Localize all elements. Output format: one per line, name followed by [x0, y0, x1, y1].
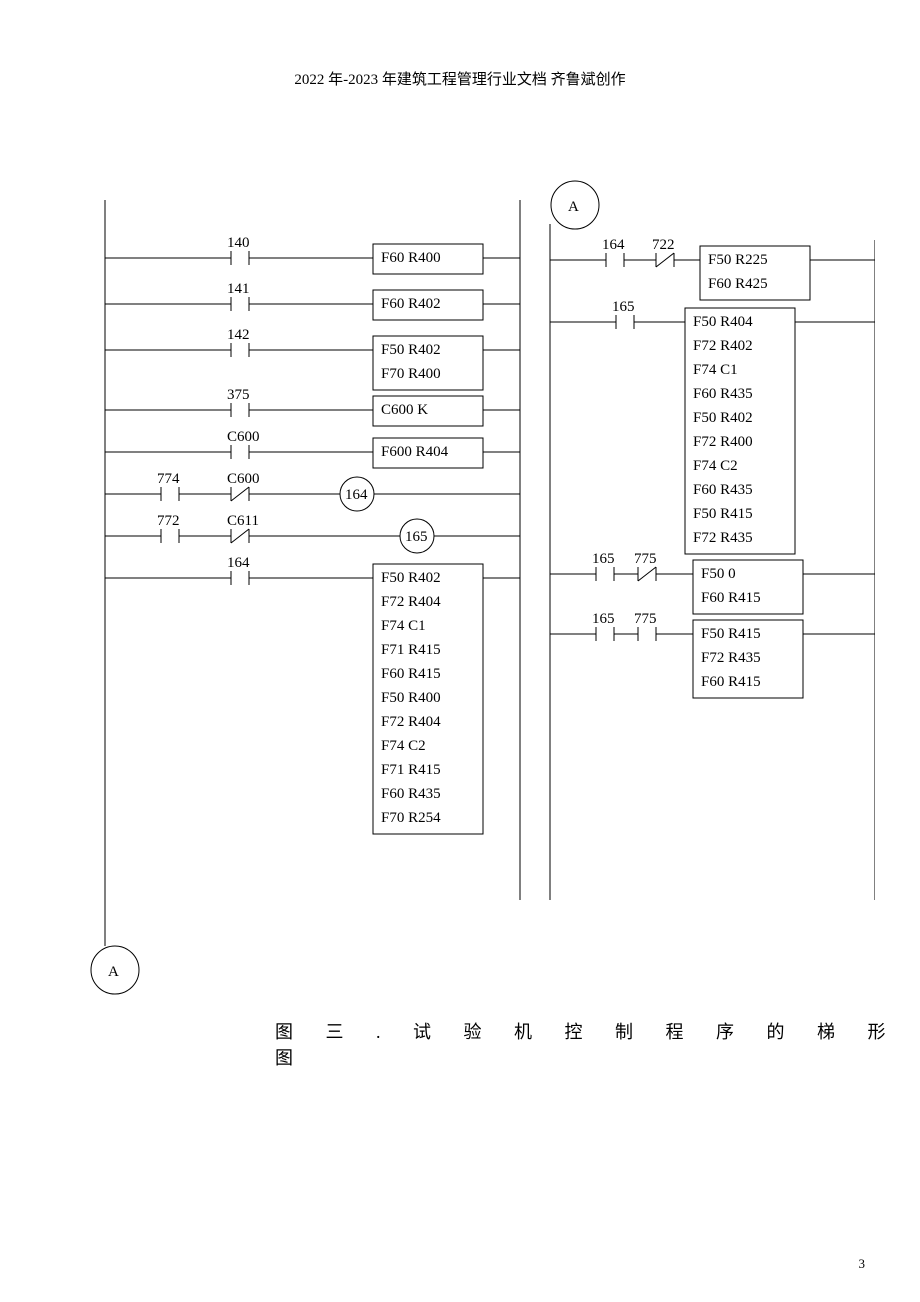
svg-text:F72 R404: F72 R404 [381, 714, 441, 730]
svg-text:164: 164 [602, 237, 625, 253]
svg-text:772: 772 [157, 513, 180, 529]
svg-text:F60 R415: F60 R415 [381, 666, 441, 682]
svg-text:F70 R400: F70 R400 [381, 366, 441, 382]
svg-text:140: 140 [227, 235, 250, 251]
svg-text:F60 R425: F60 R425 [708, 276, 768, 292]
svg-text:F50 R400: F50 R400 [381, 690, 441, 706]
svg-text:F60 R402: F60 R402 [381, 296, 441, 312]
svg-text:F60 R435: F60 R435 [381, 786, 441, 802]
ladder-diagram: 140 F60 R400 141 F60 R402 142 F50 R402 F70 R40… [75, 180, 875, 1010]
svg-text:F70 R254: F70 R254 [381, 810, 441, 826]
svg-text:F600 R404: F600 R404 [381, 444, 449, 460]
svg-text:165: 165 [405, 529, 428, 545]
page-number: 3 [859, 1256, 866, 1272]
svg-text:164: 164 [345, 487, 368, 503]
svg-text:C600: C600 [227, 471, 260, 487]
svg-text:F72 R435: F72 R435 [701, 650, 761, 666]
svg-text:C600: C600 [227, 429, 260, 445]
svg-text:F60 R435: F60 R435 [693, 482, 753, 498]
svg-text:F50 R402: F50 R402 [381, 570, 441, 586]
svg-text:774: 774 [157, 471, 180, 487]
svg-text:F72 R402: F72 R402 [693, 338, 753, 354]
svg-text:F50 R402: F50 R402 [381, 342, 441, 358]
svg-text:F74 C2: F74 C2 [693, 458, 738, 474]
svg-text:F50 R404: F50 R404 [693, 314, 753, 330]
svg-text:775: 775 [634, 551, 657, 567]
svg-text:775: 775 [634, 611, 657, 627]
svg-text:F50 R415: F50 R415 [701, 626, 761, 642]
svg-text:F60 R415: F60 R415 [701, 674, 761, 690]
svg-text:F72 R435: F72 R435 [693, 530, 753, 546]
svg-text:F50 0: F50 0 [701, 566, 736, 582]
figure-caption: 图 三 . 试 验 机 控 制 程 序 的 梯 形 图 [275, 1018, 920, 1070]
svg-text:142: 142 [227, 327, 250, 343]
svg-text:A: A [568, 199, 579, 215]
svg-text:F71 R415: F71 R415 [381, 642, 441, 658]
svg-text:165: 165 [612, 299, 635, 315]
svg-text:F72 R404: F72 R404 [381, 594, 441, 610]
svg-text:165: 165 [592, 611, 615, 627]
svg-text:F74 C1: F74 C1 [693, 362, 738, 378]
svg-text:F60 R435: F60 R435 [693, 386, 753, 402]
svg-text:F50 R225: F50 R225 [708, 252, 768, 268]
svg-text:164: 164 [227, 555, 250, 571]
svg-text:F74 C2: F74 C2 [381, 738, 426, 754]
svg-text:375: 375 [227, 387, 250, 403]
svg-text:F50 R415: F50 R415 [693, 506, 753, 522]
svg-text:722: 722 [652, 237, 675, 253]
svg-text:F71 R415: F71 R415 [381, 762, 441, 778]
svg-text:C611: C611 [227, 513, 259, 529]
svg-text:F74 C1: F74 C1 [381, 618, 426, 634]
svg-text:165: 165 [592, 551, 615, 567]
svg-text:C600 K: C600 K [381, 402, 428, 418]
page-header: 2022 年-2023 年建筑工程管理行业文档 齐鲁斌创作 [0, 68, 920, 89]
svg-text:F50 R402: F50 R402 [693, 410, 753, 426]
svg-text:F60 R415: F60 R415 [701, 590, 761, 606]
svg-text:F72 R400: F72 R400 [693, 434, 753, 450]
svg-text:141: 141 [227, 281, 250, 297]
svg-text:F60 R400: F60 R400 [381, 250, 441, 266]
svg-text:A: A [108, 964, 119, 980]
